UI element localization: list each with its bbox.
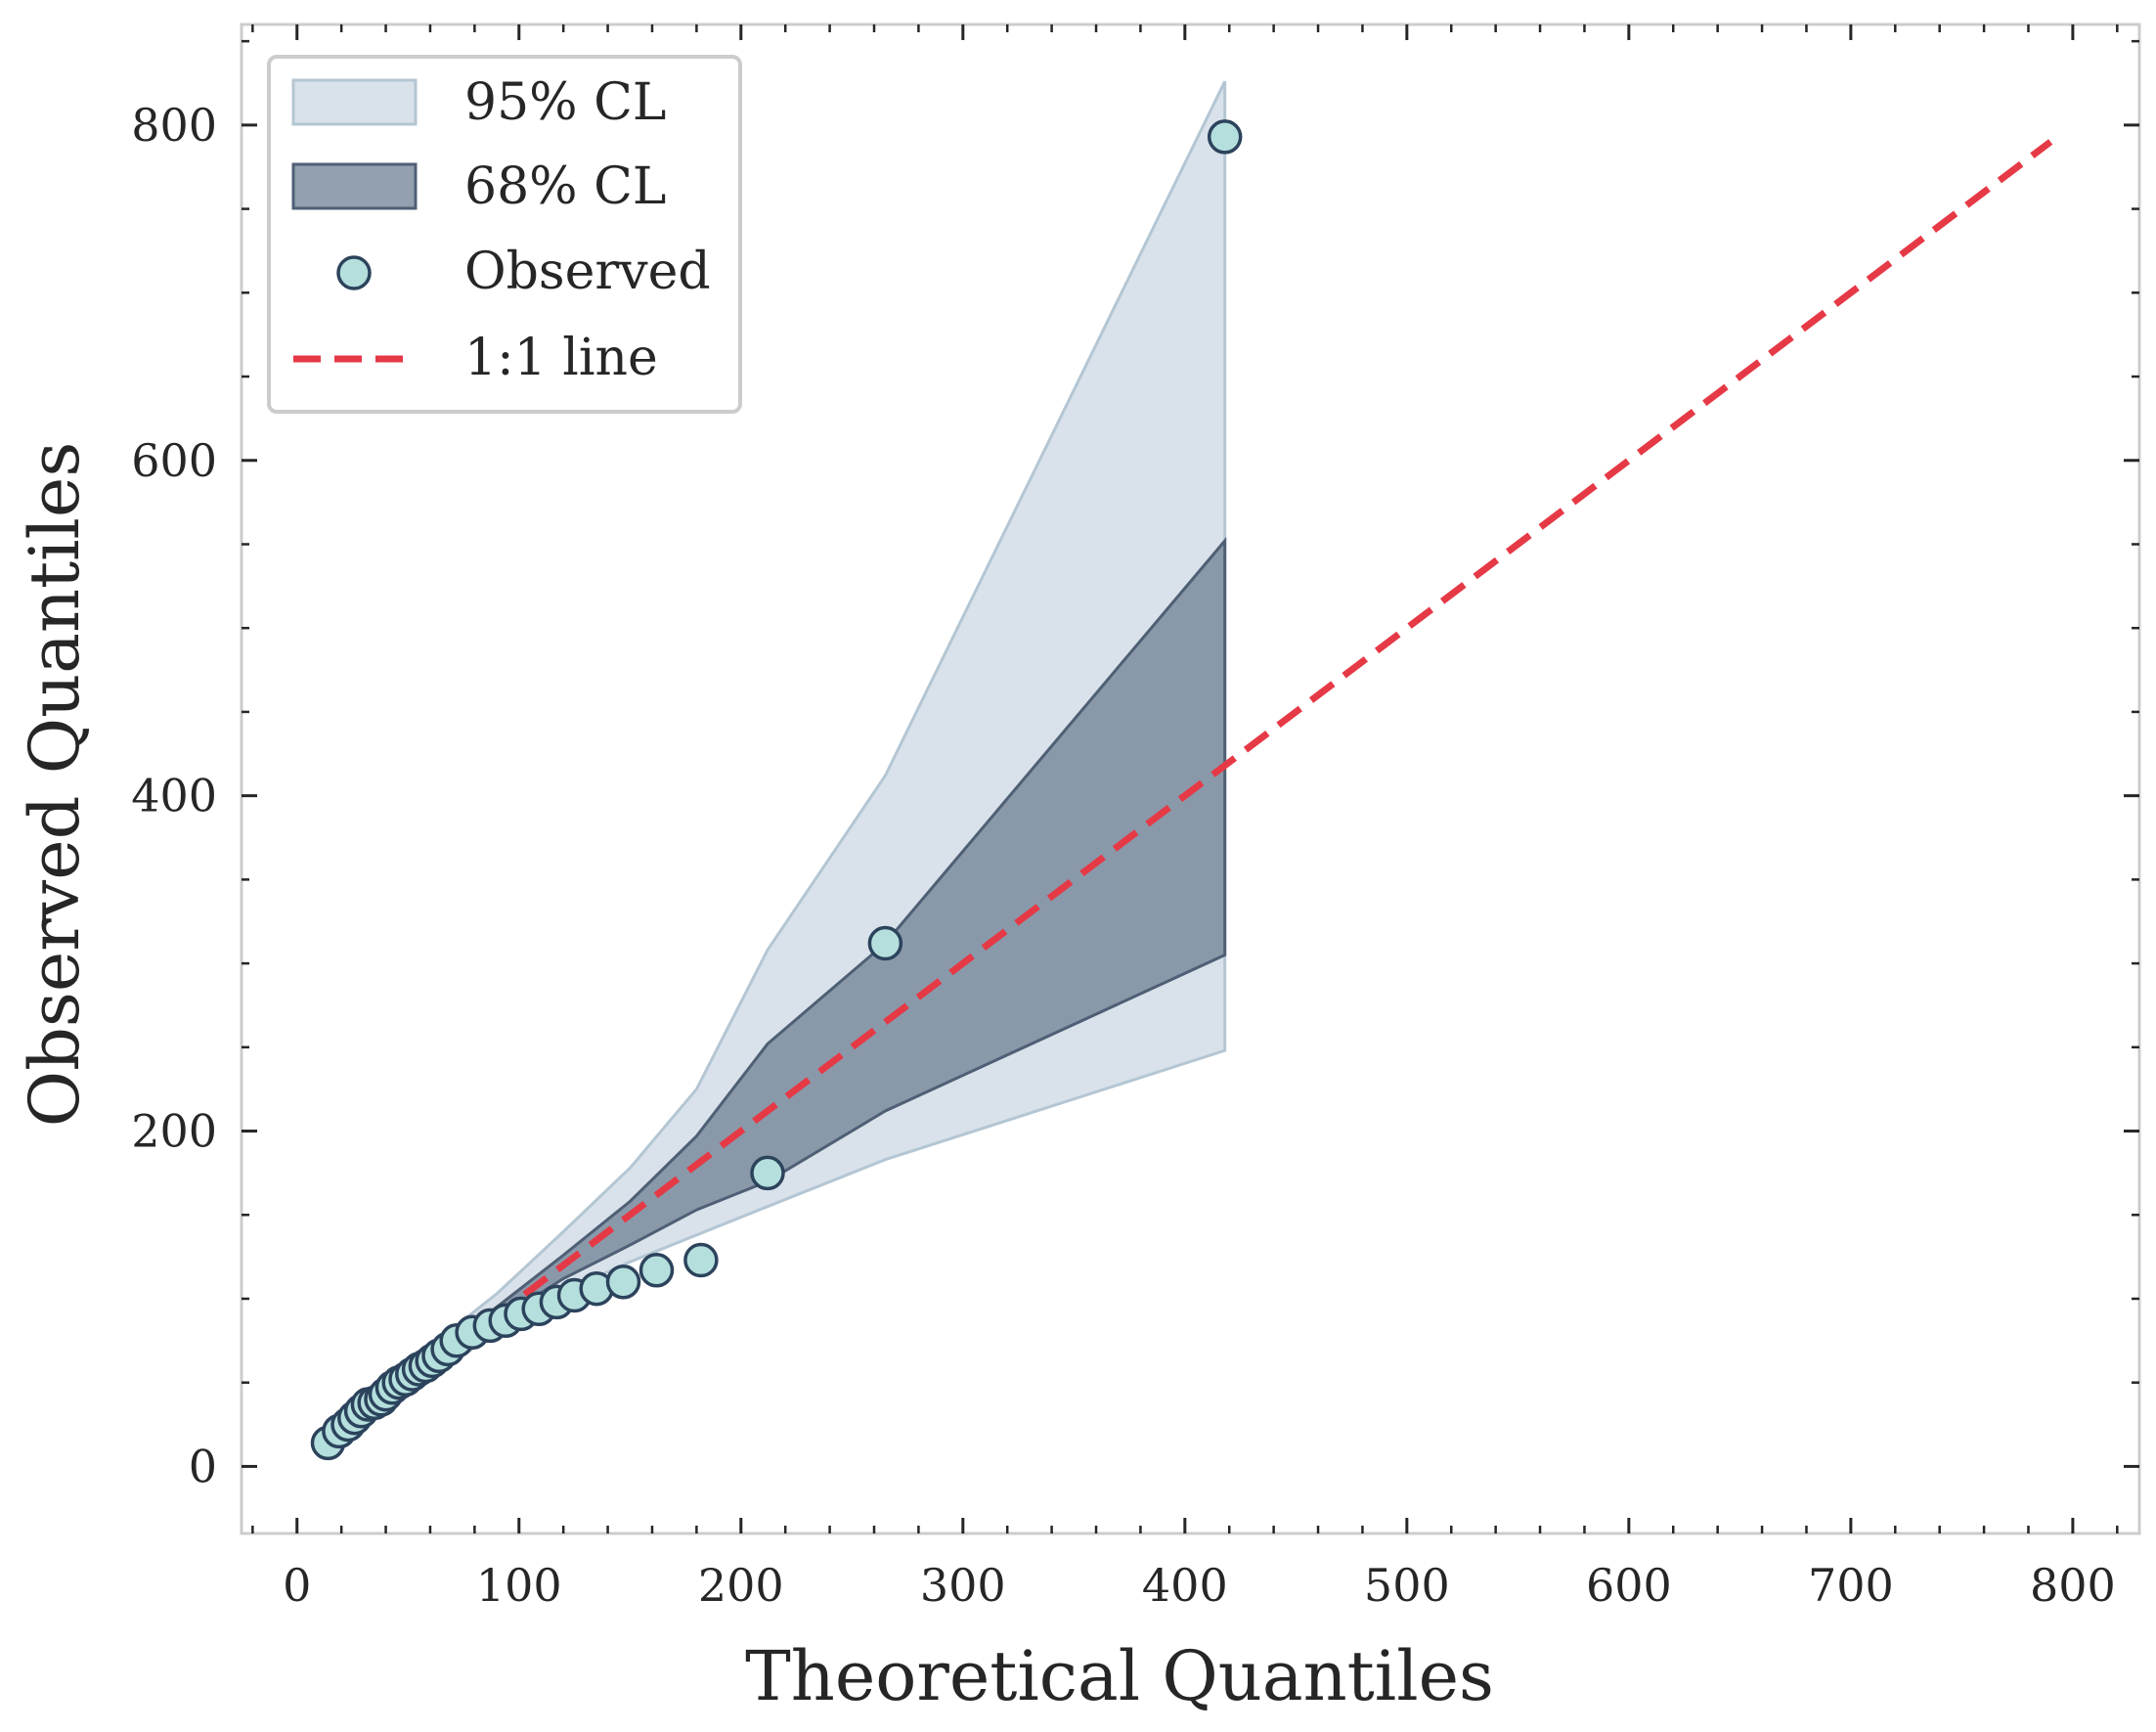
legend-swatch-ci95 [291, 78, 418, 126]
observed-point [867, 925, 903, 961]
y-tick-label: 800 [131, 99, 217, 152]
legend-label-ci68: 68% CL [464, 157, 666, 216]
observed-point [750, 1155, 785, 1191]
x-tick-label: 700 [1808, 1559, 1894, 1612]
legend-swatch-ci68 [291, 162, 418, 210]
x-tick-label: 500 [1364, 1559, 1450, 1612]
x-tick-label: 300 [920, 1559, 1006, 1612]
plot-frame [240, 22, 2141, 1535]
x-tick-label: 200 [698, 1559, 784, 1612]
tick-marks-group [242, 24, 2139, 1533]
y-tick-label: 400 [131, 770, 217, 822]
x-axis-title: Theoretical Quantiles [745, 1636, 1494, 1716]
observed-point [1207, 119, 1243, 155]
plot-frame-group [240, 22, 2141, 1535]
reference-line-group [326, 139, 2053, 1446]
observed-point [638, 1253, 675, 1288]
x-tick-labels: 0 100 200 300 400 500 600 700 800 [283, 1559, 2116, 1612]
legend-box [267, 55, 742, 414]
observed-point [683, 1242, 719, 1278]
y-tick-label: 600 [131, 434, 217, 487]
x-tick-label: 800 [2030, 1559, 2116, 1612]
x-tick-label: 0 [283, 1559, 311, 1612]
observed-point [605, 1265, 641, 1300]
legend-label-observed: Observed [464, 243, 711, 301]
legend-label-ci95: 95% CL [464, 73, 666, 132]
x-tick-label: 400 [1142, 1559, 1228, 1612]
legend: 95% CL 68% CL Observed 1:1 line [267, 55, 742, 414]
x-tick-label: 600 [1586, 1559, 1672, 1612]
y-tick-label: 0 [189, 1440, 217, 1492]
legend-marker-observed [336, 255, 372, 290]
legend-label-reference: 1:1 line [464, 329, 658, 387]
observed-points-group [310, 119, 1243, 1461]
y-tick-label: 200 [131, 1105, 217, 1158]
reference-line-1-to-1 [326, 139, 2053, 1446]
y-tick-labels: 0 200 400 600 800 [131, 99, 217, 1493]
x-tick-label: 100 [476, 1559, 562, 1612]
y-axis-title: Observed Quantiles [15, 442, 95, 1128]
